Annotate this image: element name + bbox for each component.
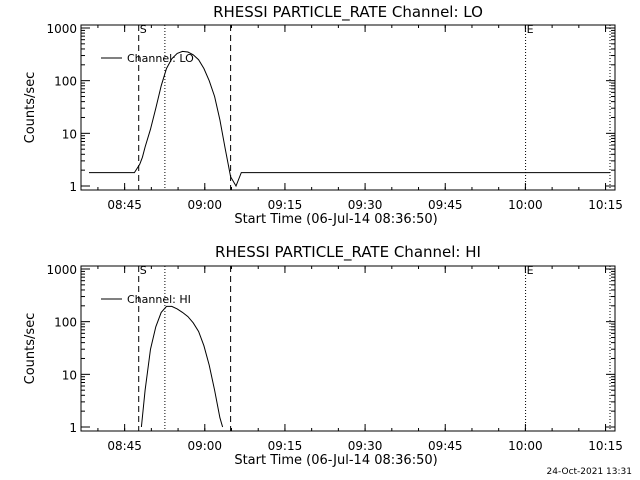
time-marker-label: S — [140, 264, 147, 277]
x-tick-label: 09:45 — [428, 198, 463, 212]
x-tick-label: 10:00 — [508, 439, 543, 453]
y-axis-label: Counts/sec — [23, 72, 38, 144]
x-tick-label: 09:15 — [268, 439, 303, 453]
x-tick-label: 09:45 — [428, 439, 463, 453]
y-tick-label: 10 — [62, 127, 77, 141]
x-tick-label: 08:45 — [107, 439, 142, 453]
plot-frame — [80, 265, 616, 432]
y-axis-label: Counts/sec — [23, 313, 38, 385]
x-tick-label: 10:15 — [588, 439, 623, 453]
x-axis-label: Start Time (06-Jul-14 08:36:50) — [234, 212, 437, 227]
series-line — [140, 305, 224, 428]
legend-label: Channel: HI — [127, 293, 191, 306]
x-tick-label: 09:30 — [348, 198, 383, 212]
series-line — [89, 50, 610, 188]
y-tick-label: 1000 — [46, 263, 77, 277]
y-tick-label: 1 — [69, 180, 77, 194]
time-marker-label: E — [527, 23, 534, 36]
x-tick-label: 09:00 — [187, 198, 222, 212]
legend-label: Channel: LO — [127, 52, 194, 65]
x-tick-label: 10:00 — [508, 198, 543, 212]
x-axis-label: Start Time (06-Jul-14 08:36:50) — [234, 453, 437, 468]
time-marker-label: S — [140, 23, 147, 36]
y-tick-label: 1 — [69, 421, 77, 435]
y-tick-label: 1000 — [46, 22, 77, 36]
time-marker-label: E — [527, 264, 534, 277]
x-tick-label: 10:15 — [588, 198, 623, 212]
y-tick-label: 100 — [54, 316, 77, 330]
x-tick-label: 09:30 — [348, 439, 383, 453]
chart-title: RHESSI PARTICLE_RATE Channel: HI — [215, 243, 481, 262]
plot-frame — [80, 24, 616, 191]
y-tick-label: 10 — [62, 368, 77, 382]
footer-timestamp: 24-Oct-2021 13:31 — [546, 467, 632, 477]
x-tick-label: 08:45 — [107, 198, 142, 212]
x-tick-label: 09:15 — [268, 198, 303, 212]
x-tick-label: 09:00 — [187, 439, 222, 453]
y-tick-label: 100 — [54, 75, 77, 89]
chart-title: RHESSI PARTICLE_RATE Channel: LO — [213, 3, 483, 22]
